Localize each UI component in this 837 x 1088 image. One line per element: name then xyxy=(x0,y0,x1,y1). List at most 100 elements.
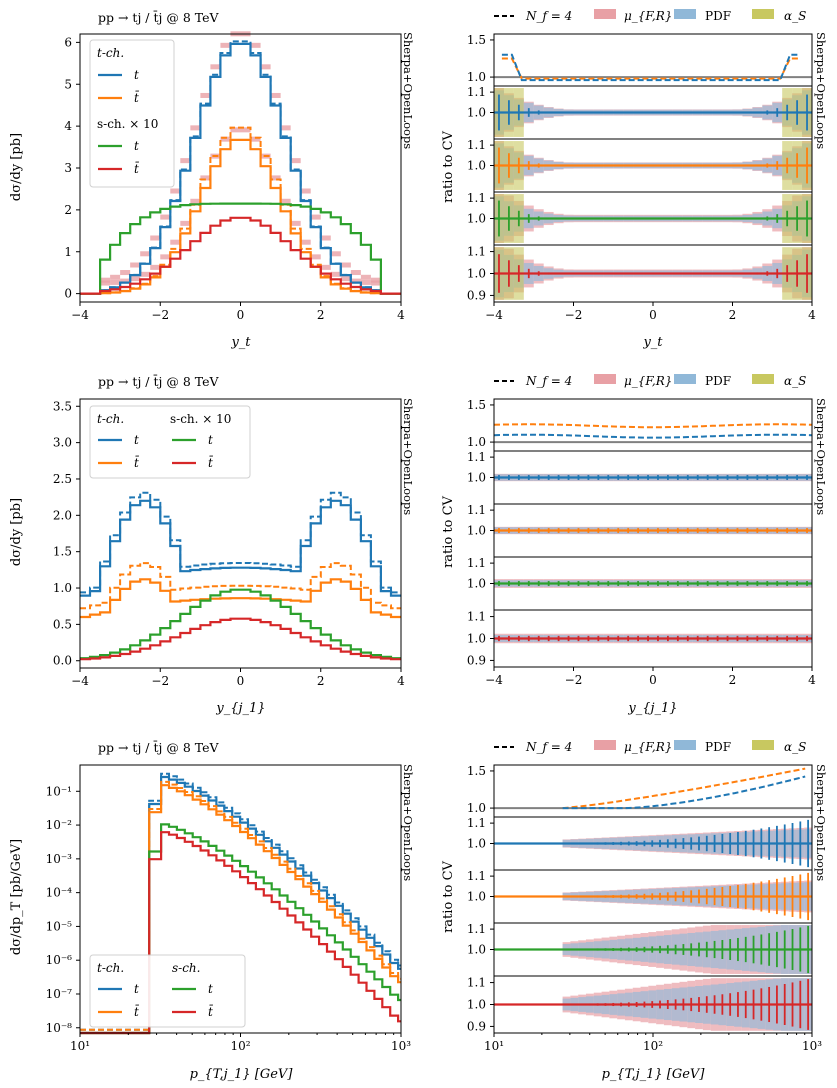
panel3-xtick-label-1: 10² xyxy=(230,1039,250,1053)
panel1-band-0-17 xyxy=(250,42,261,48)
ratio3-band-ytick-label-3-0: 0.9 xyxy=(467,1019,486,1033)
ratio3-xtick-label-0: 10¹ xyxy=(484,1039,504,1053)
panel3-legend-label-0: t xyxy=(134,982,139,996)
panel1-band-1-11 xyxy=(190,198,201,204)
panel3-legend-header-s: s-ch. xyxy=(172,961,200,975)
ratio3-band-ytick-label-3-2: 1.1 xyxy=(467,976,486,990)
panel1-band-0-4 xyxy=(120,270,131,276)
panel1-band-0-21 xyxy=(290,158,301,164)
ratio3-ylabel: ratio to CV xyxy=(441,860,456,932)
panel2-legend-label-0: t xyxy=(134,433,139,447)
panel3-ytick-label-3: 10⁻⁵ xyxy=(46,919,73,933)
panel1-band-1-24 xyxy=(320,264,331,270)
ratio3-legend-pdf: PDF xyxy=(705,740,731,754)
panel2-ytick-label-5: 2.5 xyxy=(53,472,72,486)
panel3-ytick-label-0: 10⁻⁸ xyxy=(46,1021,73,1035)
panel1-legend-header-t: t-ch. xyxy=(97,46,124,60)
ratio1-xtick-label-3: 2 xyxy=(729,308,737,322)
panel1-ytick-label-4: 4 xyxy=(64,119,72,133)
panel3-ylabel: dσ/dp_T [pb/GeV] xyxy=(9,839,24,955)
ratio2-legend-pdf: PDF xyxy=(705,374,731,388)
ratio3-legend-mu-swatch xyxy=(594,740,616,750)
ratio2-legend-nf: N_f = 4 xyxy=(525,374,572,388)
panel1-ytick-label-0: 0 xyxy=(64,287,72,301)
ratio3-legend-pdf-swatch xyxy=(674,740,696,750)
panel2-ytick-label-0: 0.0 xyxy=(53,654,72,668)
panel3-side-label: Sherpa+OpenLoops xyxy=(401,764,415,881)
ratio2-band-ytick-label-0-0: 1.0 xyxy=(467,471,486,485)
panel1-band-0-27 xyxy=(350,270,361,276)
ratio2-side-label: Sherpa+OpenLoops xyxy=(814,398,828,515)
ratio2-legend-as: α_S xyxy=(784,374,806,388)
ratio1-legend-as: α_S xyxy=(784,9,806,23)
panel2-legend-label-3: t̄ xyxy=(208,454,214,470)
ratio2-nf-ratio-tbar xyxy=(493,423,813,429)
panel1-ytick-label-2: 2 xyxy=(64,203,72,217)
ratio2-nf-ratio-t xyxy=(493,433,813,439)
panel1-band-0-14 xyxy=(220,42,231,48)
ratio1-xtick-label-4: 4 xyxy=(808,308,816,322)
panel1-ylabel: dσ/dy [pb] xyxy=(9,133,24,201)
ratio2-xlabel: y_{j_1} xyxy=(627,701,677,716)
panel3-ytick-label-5: 10⁻³ xyxy=(46,852,73,866)
panel2-legend-header-t: t-ch. xyxy=(97,412,124,426)
ratio1-band-ytick-label-2-0: 1.0 xyxy=(467,212,486,226)
ratio1-band-ytick-label-0-1: 1.1 xyxy=(467,85,486,99)
panel3-xlabel: p_{T,j_1} [GeV] xyxy=(190,1067,294,1082)
panel1-band-1-6 xyxy=(140,271,151,277)
ratio1-legend-as-swatch xyxy=(752,9,774,19)
ratio2-band-ytick-label-1-1: 1.1 xyxy=(467,503,486,517)
panel1-band-0-13 xyxy=(210,64,221,70)
panel1-band-1-14 xyxy=(220,136,231,142)
ratio1-band-ytick-label-1-1: 1.1 xyxy=(467,138,486,152)
ratio1-band-ytick-label-3-1: 1.0 xyxy=(467,267,486,281)
panel1-band-1-9 xyxy=(170,239,181,245)
panel2-series-3 xyxy=(80,617,401,661)
ratio3-side-label: Sherpa+OpenLoops xyxy=(814,764,828,881)
ratio1-band-ytick-label-3-0: 0.9 xyxy=(467,288,486,302)
ratio2-xtick-label-3: 2 xyxy=(729,673,737,687)
panel1-band-1-5 xyxy=(130,276,141,282)
panel3-ytick-label-1: 10⁻⁷ xyxy=(46,987,73,1001)
ratio3-legend-as-swatch xyxy=(752,740,774,750)
ratio1-nf-ratio-t xyxy=(501,53,801,82)
panel1-xtick-label-0: −4 xyxy=(71,308,89,322)
ratio3-band-ytick-label-0-0: 1.0 xyxy=(467,837,486,851)
panel1-band-1-15 xyxy=(230,127,241,133)
panel1-band-1-29 xyxy=(370,280,381,286)
panel1-ytick-label-1: 1 xyxy=(64,245,72,259)
ratio1-side-label: Sherpa+OpenLoops xyxy=(814,32,828,149)
panel1-band-0-26 xyxy=(340,262,351,268)
panel1-band-0-6 xyxy=(140,251,151,257)
plot-layer: 0 1 2 3 4 5 6 −4 −2 0 2 4 t-ch. t t̄ s-ch. × 10 t t̄ 0.0 0.… xyxy=(46,9,822,1053)
panel1-legend-label-2: t xyxy=(134,139,139,153)
panel1-band-1-28 xyxy=(360,279,371,285)
ratio2-legend-mu-swatch xyxy=(594,374,616,384)
panel2-xtick-label-1: −2 xyxy=(151,674,169,688)
panel1-band-0-20 xyxy=(280,125,291,131)
panel1-band-1-26 xyxy=(340,276,351,282)
ratio2-band-ytick-label-2-0: 1.0 xyxy=(467,577,486,591)
ratio3-band-ytick-label-3-1: 1.0 xyxy=(467,998,486,1012)
ratio2-legend-mu: μ_{F,R} xyxy=(624,374,672,388)
ratio1-legend-pdf-swatch xyxy=(674,9,696,19)
panel1-ytick-label-5: 5 xyxy=(64,77,72,91)
panel1-series-3 xyxy=(80,216,401,295)
panel1-xtick-label-2: 0 xyxy=(237,308,245,322)
ratio2-xtick-label-1: −2 xyxy=(565,673,583,687)
ratio1-band-ytick-label-2-1: 1.1 xyxy=(467,191,486,205)
panel3-legend-label-2: t xyxy=(208,982,213,996)
ratio2-xtick-label-4: 4 xyxy=(808,673,816,687)
panel2-ylabel: dσ/dy [pb] xyxy=(9,498,24,566)
ratio3-legend-nf: N_f = 4 xyxy=(525,740,572,754)
ratio3-nf-ratio-t xyxy=(562,775,806,810)
panel1-band-1-17 xyxy=(250,136,261,142)
ratio3-legend-mu: μ_{F,R} xyxy=(624,740,672,754)
panel2-legend-header-s: s-ch. × 10 xyxy=(170,412,231,426)
panel2-xlabel: y_{j_1} xyxy=(215,701,265,716)
panel2-xtick-label-4: 4 xyxy=(397,674,405,688)
panel1-band-1-19 xyxy=(270,175,281,181)
panel1-legend-label-3: t̄ xyxy=(134,160,140,176)
ratio1-top-ytick-label-0: 1.0 xyxy=(467,70,486,84)
